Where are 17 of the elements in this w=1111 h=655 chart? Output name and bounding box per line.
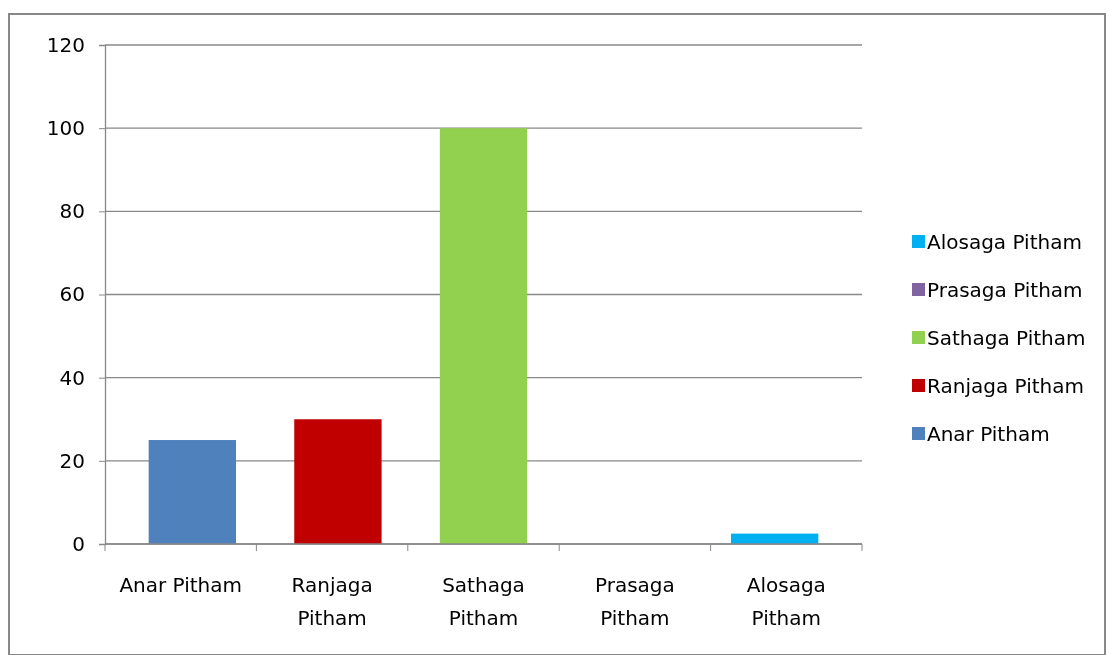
x-tick-label: Anar Pitham [119,573,243,597]
legend-label: Anar Pitham [927,422,1050,446]
x-tick-label: Alosaga Pitham [746,573,826,630]
legend-label: Alosaga Pitham [927,230,1082,254]
y-tick-label: 40 [59,365,85,390]
y-tick-label: 20 [59,448,85,473]
y-tick-label: 80 [59,199,85,224]
x-tick-label: Sathaga Pitham [442,573,525,630]
x-tick-label: Prasaga Pitham [594,573,675,630]
legend-label: Ranjaga Pitham [927,374,1084,398]
x-tick-label: Ranjaga Pitham [291,573,373,630]
y-tick-label: 100 [46,116,85,141]
y-tick-label: 120 [46,32,85,57]
y-tick-label: 0 [72,531,85,556]
legend-label: Sathaga Pitham [927,326,1086,350]
legend-label: Prasaga Pitham [927,278,1083,302]
y-tick-label: 60 [59,282,85,307]
